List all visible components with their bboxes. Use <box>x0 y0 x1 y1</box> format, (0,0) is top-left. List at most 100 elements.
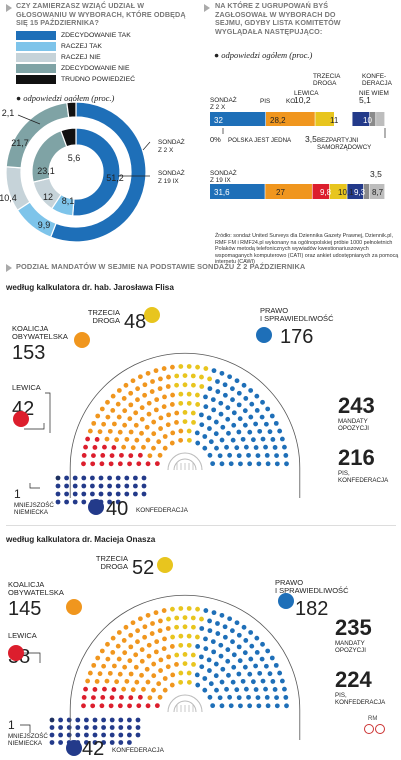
konf-seat <box>118 732 124 738</box>
ko-seat <box>174 410 180 416</box>
row2-value: 10,1 <box>338 188 354 197</box>
pis-seat <box>211 610 217 616</box>
pis-seat <box>284 703 289 709</box>
pis-seat <box>228 703 234 709</box>
lewica-seat <box>102 444 107 450</box>
pis-seat <box>243 686 249 692</box>
td-seat <box>178 606 184 611</box>
lewica-seat <box>127 703 132 709</box>
inner-ring-label: SONDAŻ <box>158 168 185 177</box>
pis-seat <box>236 390 242 396</box>
pis-seat <box>198 412 204 418</box>
ko-seat <box>174 419 179 425</box>
pis-seat <box>225 658 231 664</box>
row2-segment <box>369 184 385 199</box>
pis-seat <box>247 671 253 677</box>
konf-seat <box>64 475 69 481</box>
pis-seat <box>256 461 262 467</box>
pis-seat <box>243 444 249 450</box>
pis-seat <box>219 461 225 467</box>
pis-seat <box>230 679 236 685</box>
pis-label: I SPRAWIEDLIWOŚĆ <box>260 314 334 323</box>
value-bs: 3,5 <box>305 134 317 144</box>
ko-seat <box>139 672 144 678</box>
lewica-seat <box>91 695 96 700</box>
leader-line <box>24 652 41 663</box>
konf-seat <box>84 740 89 745</box>
inner-ring-slice <box>60 127 77 148</box>
ko-seat <box>146 653 152 659</box>
ko-seat <box>142 382 148 388</box>
row2-value: 8,7 <box>372 188 384 197</box>
td-seat <box>166 616 171 622</box>
pis-seat <box>264 453 270 458</box>
konf-seat <box>115 483 121 489</box>
pis-seat <box>250 679 256 685</box>
pis-seat <box>240 436 246 442</box>
label-ko: KO <box>286 98 295 105</box>
konf-seat <box>126 732 132 738</box>
data-label: 8,1 <box>62 196 75 206</box>
lewica-seat <box>145 703 151 709</box>
konf-seat <box>92 740 98 745</box>
q2-note: ● odpowiedzi ogółem (proc.) <box>214 50 313 60</box>
ko-seat <box>116 656 122 662</box>
td-seat <box>182 652 188 657</box>
td-label: DROGA <box>100 562 128 571</box>
ko-seat <box>149 389 155 394</box>
pis-seat <box>215 379 220 384</box>
td-seat <box>191 382 196 388</box>
td-seat <box>203 366 209 371</box>
konf-seat <box>64 499 69 505</box>
pis-seat <box>259 414 265 420</box>
pis-seat <box>236 632 242 638</box>
row1-segment <box>376 112 385 126</box>
td-seat <box>207 376 212 382</box>
ko-marker <box>74 332 90 348</box>
pis-seat <box>210 461 216 467</box>
pis-seat <box>247 429 253 435</box>
pis-seat <box>255 695 261 701</box>
pis-seat <box>265 406 271 412</box>
lewica-seat <box>85 436 91 442</box>
td-seat <box>190 652 196 658</box>
pis-label: PRAWO <box>260 306 288 315</box>
q1-note-text: odpowiedzi ogółem (proc.) <box>23 93 115 103</box>
konf-seat <box>90 491 95 497</box>
legend-swatch <box>16 41 56 51</box>
pis-seat <box>231 422 237 428</box>
ko-seat <box>123 382 129 388</box>
pis-seat <box>263 663 269 669</box>
konf-label: KONFEDERACJA <box>136 507 189 514</box>
data-label: 12 <box>43 192 53 202</box>
ko-seat <box>114 679 120 685</box>
ko-seat <box>127 416 133 422</box>
leader-line <box>45 392 51 433</box>
td-seat <box>186 391 192 397</box>
konf-seat <box>81 491 87 497</box>
leader-line <box>29 483 40 489</box>
pis-seat <box>260 399 265 405</box>
ko-seat <box>97 429 103 435</box>
pis-seat <box>236 402 242 408</box>
konf-seat <box>64 483 69 489</box>
konf-seat <box>55 499 61 505</box>
konf-seat <box>58 740 63 745</box>
pis-seat <box>203 394 208 400</box>
pis-seat <box>230 639 235 645</box>
lewica-seat <box>109 695 115 701</box>
pis-seat <box>207 668 212 673</box>
row1-segment <box>334 112 352 126</box>
konf-label: KONFEDERACJA <box>112 747 165 754</box>
pis-seat <box>237 416 243 422</box>
td-seat <box>186 437 192 443</box>
mn-label: NIEMIECKA <box>8 740 43 747</box>
ko-seat <box>151 661 157 667</box>
ruling-label: KONFEDERACJA <box>335 699 386 706</box>
pis-seat <box>203 608 209 613</box>
pis-seat <box>260 641 265 647</box>
pis-seat <box>259 656 265 662</box>
ko-seat <box>153 407 159 413</box>
value-psj: 0% <box>210 135 221 144</box>
ko-seat <box>130 620 136 626</box>
